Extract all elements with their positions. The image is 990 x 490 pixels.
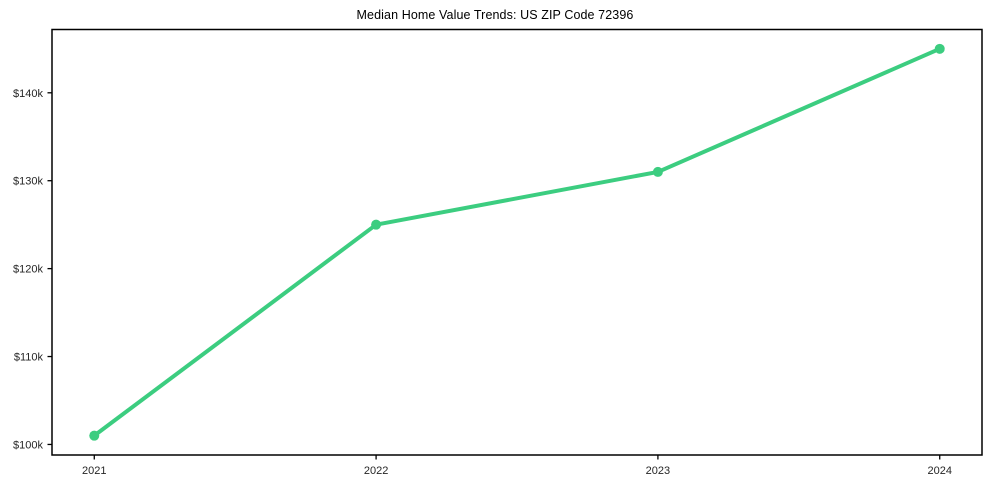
y-tick-label: $140k	[13, 88, 43, 100]
data-point	[89, 430, 100, 441]
x-tick-label: 2022	[364, 465, 388, 477]
data-point	[934, 43, 945, 54]
x-tick-label: 2021	[82, 465, 106, 477]
trend-line	[92, 46, 942, 438]
plot-border	[51, 28, 983, 456]
y-tick-label: $130k	[13, 176, 43, 188]
x-tick-label: 2024	[927, 465, 951, 477]
y-tick-label: $120k	[13, 264, 43, 276]
data-point	[652, 166, 663, 177]
data-point	[371, 219, 382, 230]
chart-title: Median Home Value Trends: US ZIP Code 72…	[356, 8, 634, 22]
y-tick-label: $110k	[14, 352, 44, 364]
y-tick-label: $100k	[13, 439, 43, 451]
x-tick-label: 2023	[646, 465, 670, 477]
